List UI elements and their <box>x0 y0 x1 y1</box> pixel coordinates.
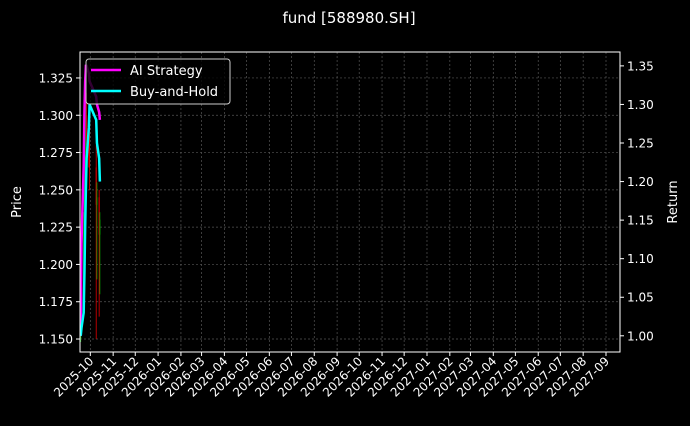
y2-tick-label: 1.10 <box>627 252 654 266</box>
y-axis-right: 1.00 1.05 1.10 1.15 1.20 1.25 1.30 1.35 <box>620 59 654 343</box>
y-tick-label: 1.300 <box>39 109 73 123</box>
y2-tick-label: 1.00 <box>627 329 654 343</box>
y-tick-label: 1.325 <box>39 71 73 85</box>
candle-body <box>99 219 101 235</box>
chart-title: fund [588980.SH] <box>282 9 415 27</box>
legend: AI Strategy Buy-and-Hold <box>85 58 231 105</box>
y-axis-label: Price <box>10 186 25 218</box>
legend-label-ai-strategy: AI Strategy <box>130 64 203 79</box>
candle-body <box>96 197 98 205</box>
candle-body <box>88 137 90 161</box>
y2-tick-label: 1.30 <box>627 98 654 112</box>
y2-tick-label: 1.20 <box>627 175 654 189</box>
candle-body <box>86 115 88 138</box>
candle-body <box>84 137 86 175</box>
y2-tick-label: 1.25 <box>627 137 654 151</box>
series-line-1 <box>79 103 102 336</box>
candles <box>80 92 101 343</box>
candle-body <box>83 174 85 220</box>
y2-tick-label: 1.35 <box>627 59 654 73</box>
candle-body <box>89 160 91 168</box>
y2-tick-label: 1.05 <box>627 291 654 305</box>
y2-tick-label: 1.15 <box>627 214 654 228</box>
y-tick-label: 1.225 <box>39 221 73 235</box>
y-tick-label: 1.250 <box>39 183 73 197</box>
candle-body <box>85 115 87 138</box>
legend-label-buy-and-hold: Buy-and-Hold <box>130 85 218 100</box>
y-tick-label: 1.275 <box>39 146 73 160</box>
y-tick-label: 1.200 <box>39 258 73 272</box>
candle-body <box>98 197 100 235</box>
x-axis: 2025-102025-112025-122026-012026-022026-… <box>51 352 612 400</box>
candle-body <box>95 167 97 205</box>
y-tick-label: 1.150 <box>39 333 73 347</box>
y-tick-label: 1.175 <box>39 295 73 309</box>
y2-axis-label: Return <box>666 180 681 223</box>
plot-frame <box>79 51 621 353</box>
y-axis-left: 1.150 1.175 1.200 1.225 1.250 1.275 1.300 1.325 <box>39 71 80 347</box>
